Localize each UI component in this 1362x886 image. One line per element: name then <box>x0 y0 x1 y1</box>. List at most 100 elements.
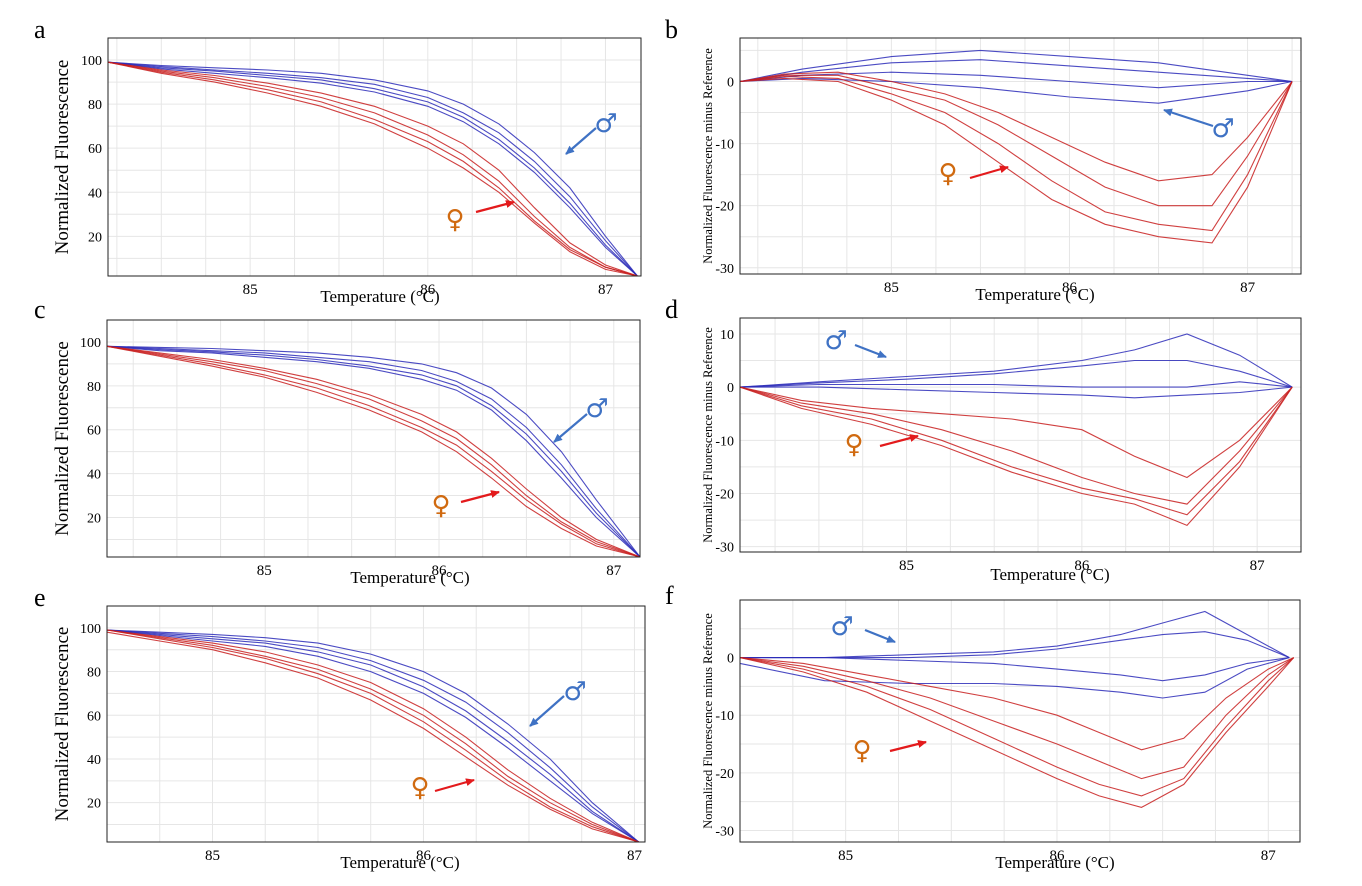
series-line-female-5 <box>106 345 641 558</box>
x-tick-label: 86 <box>1074 558 1090 574</box>
series-line-male-3 <box>106 345 641 558</box>
male-symbol: ♂ <box>830 612 853 642</box>
y-tick-label: -30 <box>715 824 734 839</box>
plot-frame <box>107 37 642 277</box>
series-line-male-3 <box>739 657 1290 699</box>
y-axis-title: Normalized Fluorescence minus Reference <box>701 613 715 829</box>
male-symbol: ♂ <box>563 677 586 707</box>
male-arrow <box>565 127 597 155</box>
x-tick-label: 85 <box>838 848 853 864</box>
y-tick-label: -10 <box>715 709 734 724</box>
y-tick-label: -20 <box>715 488 734 503</box>
y-tick-label: 20 <box>87 512 101 527</box>
series-line-female-6 <box>106 345 641 558</box>
series-line-female-7 <box>739 386 1293 527</box>
y-tick-label: 100 <box>81 54 102 69</box>
panel-c: 85 86 87 20 40 60 80 100 c Normalized Fluorescenc… <box>34 295 641 587</box>
y-tick-label: 20 <box>88 230 102 245</box>
female-symbol: ♀ <box>852 736 871 766</box>
series-line-male-1 <box>107 61 638 277</box>
y-tick-label: 100 <box>80 336 101 351</box>
series-line-male-1 <box>739 59 1293 83</box>
series-line-female-4 <box>107 61 638 277</box>
series-line-female-6 <box>739 75 1293 232</box>
female-arrow <box>460 490 500 504</box>
x-tick-label: 87 <box>598 282 614 298</box>
y-axis-title: Normalized Fluorescence <box>52 341 73 536</box>
x-tick-label: 85 <box>899 558 914 574</box>
x-axis-title: Temperature (°C) <box>350 568 469 587</box>
series-line-female-4 <box>739 386 1293 479</box>
y-tick-label: -10 <box>715 138 734 153</box>
female-symbol: ♀ <box>844 430 863 460</box>
y-tick-label: 0 <box>727 652 734 667</box>
series-line-female-5 <box>739 657 1295 780</box>
y-tick-label: -10 <box>715 434 734 449</box>
plot-frame <box>106 605 646 843</box>
series-line-male-0 <box>740 610 1290 659</box>
panel-letter: e <box>34 583 46 612</box>
y-tick-label: 10 <box>720 328 734 343</box>
y-tick-label: -20 <box>715 200 734 215</box>
series-line-female-4 <box>739 71 1293 182</box>
series-line-female-7 <box>107 61 638 277</box>
series-line-male-2 <box>107 61 638 277</box>
male-arrow <box>1163 108 1214 128</box>
female-arrow <box>879 434 919 448</box>
series-line-male-0 <box>107 61 638 277</box>
x-tick-label: 85 <box>243 282 258 298</box>
x-tick-label: 86 <box>416 848 432 864</box>
y-tick-label: 60 <box>88 142 102 157</box>
series-line-male-1 <box>106 629 640 843</box>
y-tick-label: -30 <box>715 262 734 277</box>
male-symbol: ♂ <box>1211 114 1234 144</box>
x-tick-label: 86 <box>1062 280 1078 296</box>
series-line-female-4 <box>106 345 641 558</box>
female-arrow <box>475 200 515 214</box>
y-axis-title: Normalized Fluorescence <box>52 60 73 255</box>
series-line-male-3 <box>740 386 1293 399</box>
series-line-female-7 <box>106 345 641 558</box>
series-line-female-6 <box>106 629 639 843</box>
x-tick-label: 85 <box>257 563 272 579</box>
female-arrow <box>889 740 927 753</box>
x-tick-label: 87 <box>1250 558 1266 574</box>
series-line-male-3 <box>106 629 639 843</box>
panel-letter: f <box>665 581 674 610</box>
series-line-male-3 <box>107 61 638 277</box>
y-tick-label: 40 <box>87 468 101 483</box>
y-tick-label: 60 <box>87 424 101 439</box>
plot-frame <box>739 317 1302 553</box>
y-tick-label: 20 <box>87 797 101 812</box>
female-symbol: ♀ <box>431 491 450 521</box>
x-tick-label: 87 <box>1240 280 1256 296</box>
series-line-male-2 <box>739 71 1293 89</box>
x-tick-label: 87 <box>606 563 622 579</box>
x-tick-label: 87 <box>627 848 643 864</box>
y-tick-label: -20 <box>715 767 734 782</box>
panel-a: 85 86 87 20 40 60 80 100 a Normalized Fluorescenc… <box>34 15 642 306</box>
male-arrow <box>529 695 565 727</box>
series-line-female-5 <box>106 629 639 843</box>
series-line-male-2 <box>106 629 640 843</box>
series-line-male-2 <box>739 381 1293 388</box>
x-axis-title: Temperature (°C) <box>990 565 1109 584</box>
series-line-female-4 <box>106 629 639 843</box>
x-axis-title: Temperature (°C) <box>975 285 1094 304</box>
plot-frame <box>739 599 1301 843</box>
y-tick-label: 80 <box>87 380 101 395</box>
series-line-male-0 <box>739 49 1293 83</box>
plot-frame <box>106 319 641 558</box>
panel-b: 85 86 87 -30 -20 -10 0 b Normalized Fluorescence… <box>665 15 1302 304</box>
series-line-female-6 <box>739 657 1295 797</box>
male-arrow <box>854 343 887 359</box>
y-tick-label: -30 <box>715 541 734 556</box>
panel-e: 85 86 87 20 40 60 80 100 e Normalized Fluorescenc… <box>34 583 646 872</box>
female-symbol: ♀ <box>445 205 464 235</box>
panel-letter: d <box>665 295 678 324</box>
series-line-female-5 <box>739 74 1293 207</box>
y-axis-title: Normalized Fluorescence minus Reference <box>701 48 715 264</box>
panel-letter: b <box>665 15 678 44</box>
x-tick-label: 87 <box>1261 848 1277 864</box>
male-symbol: ♂ <box>824 326 847 356</box>
